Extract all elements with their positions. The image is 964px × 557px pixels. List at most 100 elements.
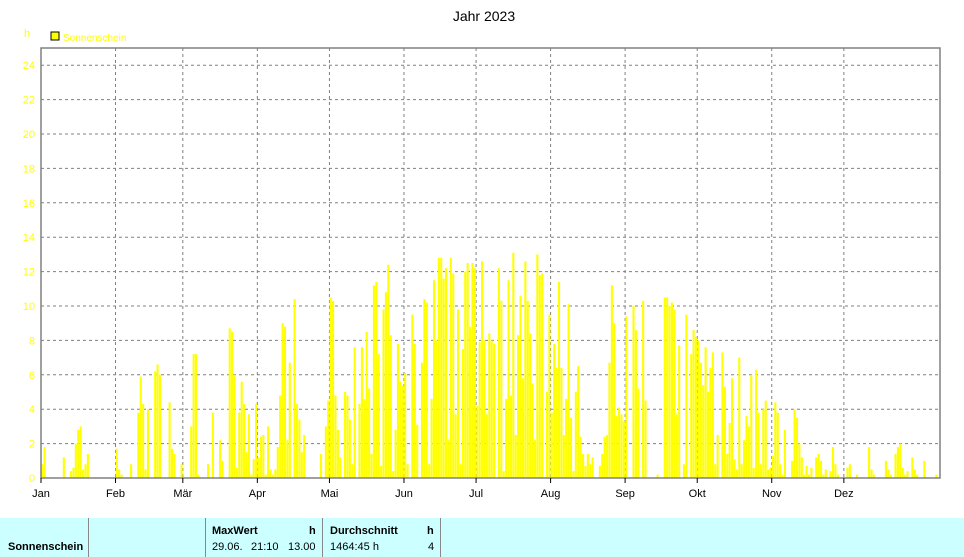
bar <box>211 412 214 478</box>
bar <box>562 435 565 478</box>
bar <box>430 398 433 478</box>
bar <box>447 440 450 478</box>
bar <box>757 412 760 478</box>
bar <box>666 297 669 478</box>
x-tick-label: Feb <box>106 488 125 500</box>
bar <box>72 467 75 478</box>
bar <box>560 367 563 478</box>
bar <box>264 474 267 478</box>
bar <box>824 469 827 478</box>
bar <box>538 275 541 478</box>
bar <box>822 474 825 478</box>
bar <box>454 414 457 478</box>
y-tick-label: 2 <box>29 439 35 451</box>
bar <box>478 342 481 478</box>
bar <box>709 367 712 478</box>
bar <box>86 453 89 478</box>
bar <box>771 455 774 478</box>
bar <box>783 429 787 478</box>
bar <box>62 457 65 478</box>
bar <box>723 386 726 478</box>
bar <box>752 467 755 478</box>
bar <box>791 460 794 478</box>
bar <box>404 373 407 478</box>
bar <box>389 335 392 478</box>
bar <box>702 385 705 478</box>
x-tick-label: Okt <box>689 488 706 500</box>
bar <box>221 460 224 478</box>
bar <box>526 300 529 478</box>
bar <box>622 421 625 478</box>
bar <box>382 309 385 478</box>
info-avg-value: 4 <box>428 541 435 553</box>
bar <box>497 268 500 478</box>
bar <box>293 299 296 478</box>
bar <box>481 261 484 478</box>
bar <box>190 426 193 478</box>
bar <box>144 469 147 478</box>
bar <box>620 414 623 478</box>
bar <box>194 354 198 478</box>
bar <box>767 469 770 478</box>
bar <box>935 474 938 478</box>
x-tick-label: Jan <box>32 488 50 500</box>
bar <box>298 419 301 478</box>
bar <box>274 469 277 478</box>
info-max-cell: MaxWert h 29.06. 21:10 13.00 <box>206 518 323 557</box>
x-tick-label: Sep <box>615 488 635 500</box>
sunshine-chart: Jahr 2023 h Sonnenschein 024681012141618… <box>23 8 941 500</box>
grid-lines <box>41 48 940 478</box>
bar <box>750 374 753 478</box>
legend-label[interactable]: Sonnenschein <box>63 33 126 44</box>
bar <box>668 306 671 478</box>
bar <box>142 404 145 478</box>
bar <box>303 435 306 478</box>
bar <box>728 422 731 478</box>
bar <box>887 469 890 478</box>
bar <box>565 398 568 478</box>
bar <box>579 436 582 478</box>
bar <box>488 333 491 478</box>
bar <box>716 435 719 478</box>
bar <box>514 435 517 478</box>
bar <box>798 443 801 478</box>
info-avg-unit: h <box>427 525 434 537</box>
info-avg-cell: Durchschnitt h 1464:45 h 4 <box>323 518 441 557</box>
bar <box>904 474 907 478</box>
bar <box>156 364 159 478</box>
bar <box>502 471 505 478</box>
bar <box>420 362 424 478</box>
bar <box>512 252 515 478</box>
bar <box>685 314 688 478</box>
bar <box>425 302 428 478</box>
bar <box>79 426 82 478</box>
bar <box>252 459 255 478</box>
bar <box>613 323 616 478</box>
bar <box>295 404 299 478</box>
bar <box>118 469 121 478</box>
y-tick-label: 18 <box>23 163 35 175</box>
bar <box>819 460 823 478</box>
info-max-value: 13.00 <box>288 541 316 553</box>
bar <box>485 414 488 478</box>
bar <box>158 374 162 478</box>
bar <box>567 304 570 478</box>
bar <box>283 326 287 478</box>
bar <box>747 426 750 478</box>
bar <box>584 465 587 478</box>
info-empty-cell <box>89 518 206 557</box>
bar <box>524 261 527 478</box>
bar <box>281 323 284 478</box>
bar <box>466 263 469 478</box>
bar <box>334 395 337 478</box>
bar <box>233 374 236 478</box>
bar <box>733 459 736 478</box>
bar <box>192 354 195 478</box>
bar <box>618 407 621 478</box>
bar <box>399 381 402 478</box>
bar <box>375 281 378 478</box>
bar <box>483 340 486 478</box>
bar <box>319 453 323 478</box>
bar <box>300 452 303 478</box>
bar <box>731 378 734 478</box>
